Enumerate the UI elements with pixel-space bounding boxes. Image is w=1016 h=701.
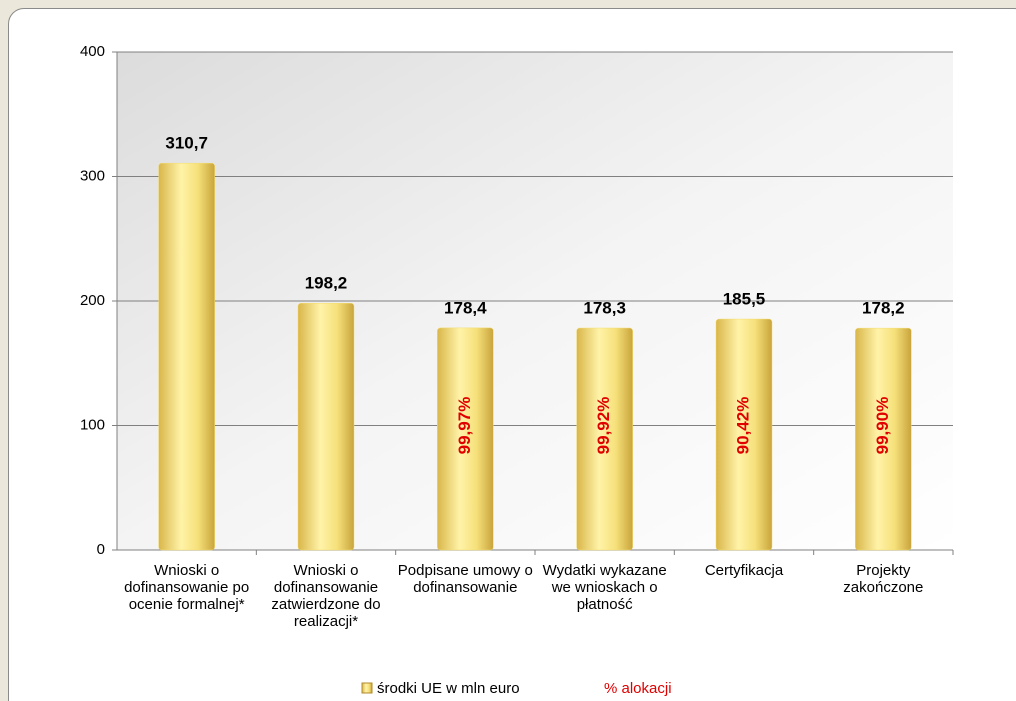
y-tick-label: 200 [80,292,105,309]
x-tick-label: Podpisane umowy o dofinansowanie [397,562,533,596]
legend-label: środki UE w mln euro [377,680,520,697]
x-tick-label: Wnioski o dofinansowanie po ocenie forma… [124,562,250,613]
data-label: 178,3 [583,299,626,318]
percent-label: 99,90% [873,397,892,455]
bar [437,327,494,551]
legend-swatch [361,682,373,694]
bar [158,162,215,551]
data-label: 198,2 [305,274,348,293]
y-tick-label: 300 [80,167,105,184]
y-tick-label: 400 [80,43,105,60]
legend-label: % alokacji [604,680,672,697]
percent-label: 99,97% [455,397,474,455]
x-tick-label: Wydatki wykazane we wnioskach o płatność [542,562,667,613]
data-label: 185,5 [723,290,766,309]
data-label: 310,7 [165,134,208,153]
x-tick-label: Projekty zakończone [843,562,924,596]
x-tick-label: Wnioski o dofinansowanie zatwierdzone do… [271,562,381,630]
x-tick-label: Certyfikacja [704,562,784,579]
percent-label: 90,42% [733,397,752,455]
y-tick-label: 100 [80,416,105,433]
data-label: 178,2 [862,299,905,318]
y-tick-label: 0 [97,541,105,558]
data-label: 178,4 [444,298,487,317]
bar [855,327,912,551]
bar [715,318,773,551]
bar [576,327,633,551]
percent-label: 99,92% [594,397,613,455]
bar [297,302,355,551]
